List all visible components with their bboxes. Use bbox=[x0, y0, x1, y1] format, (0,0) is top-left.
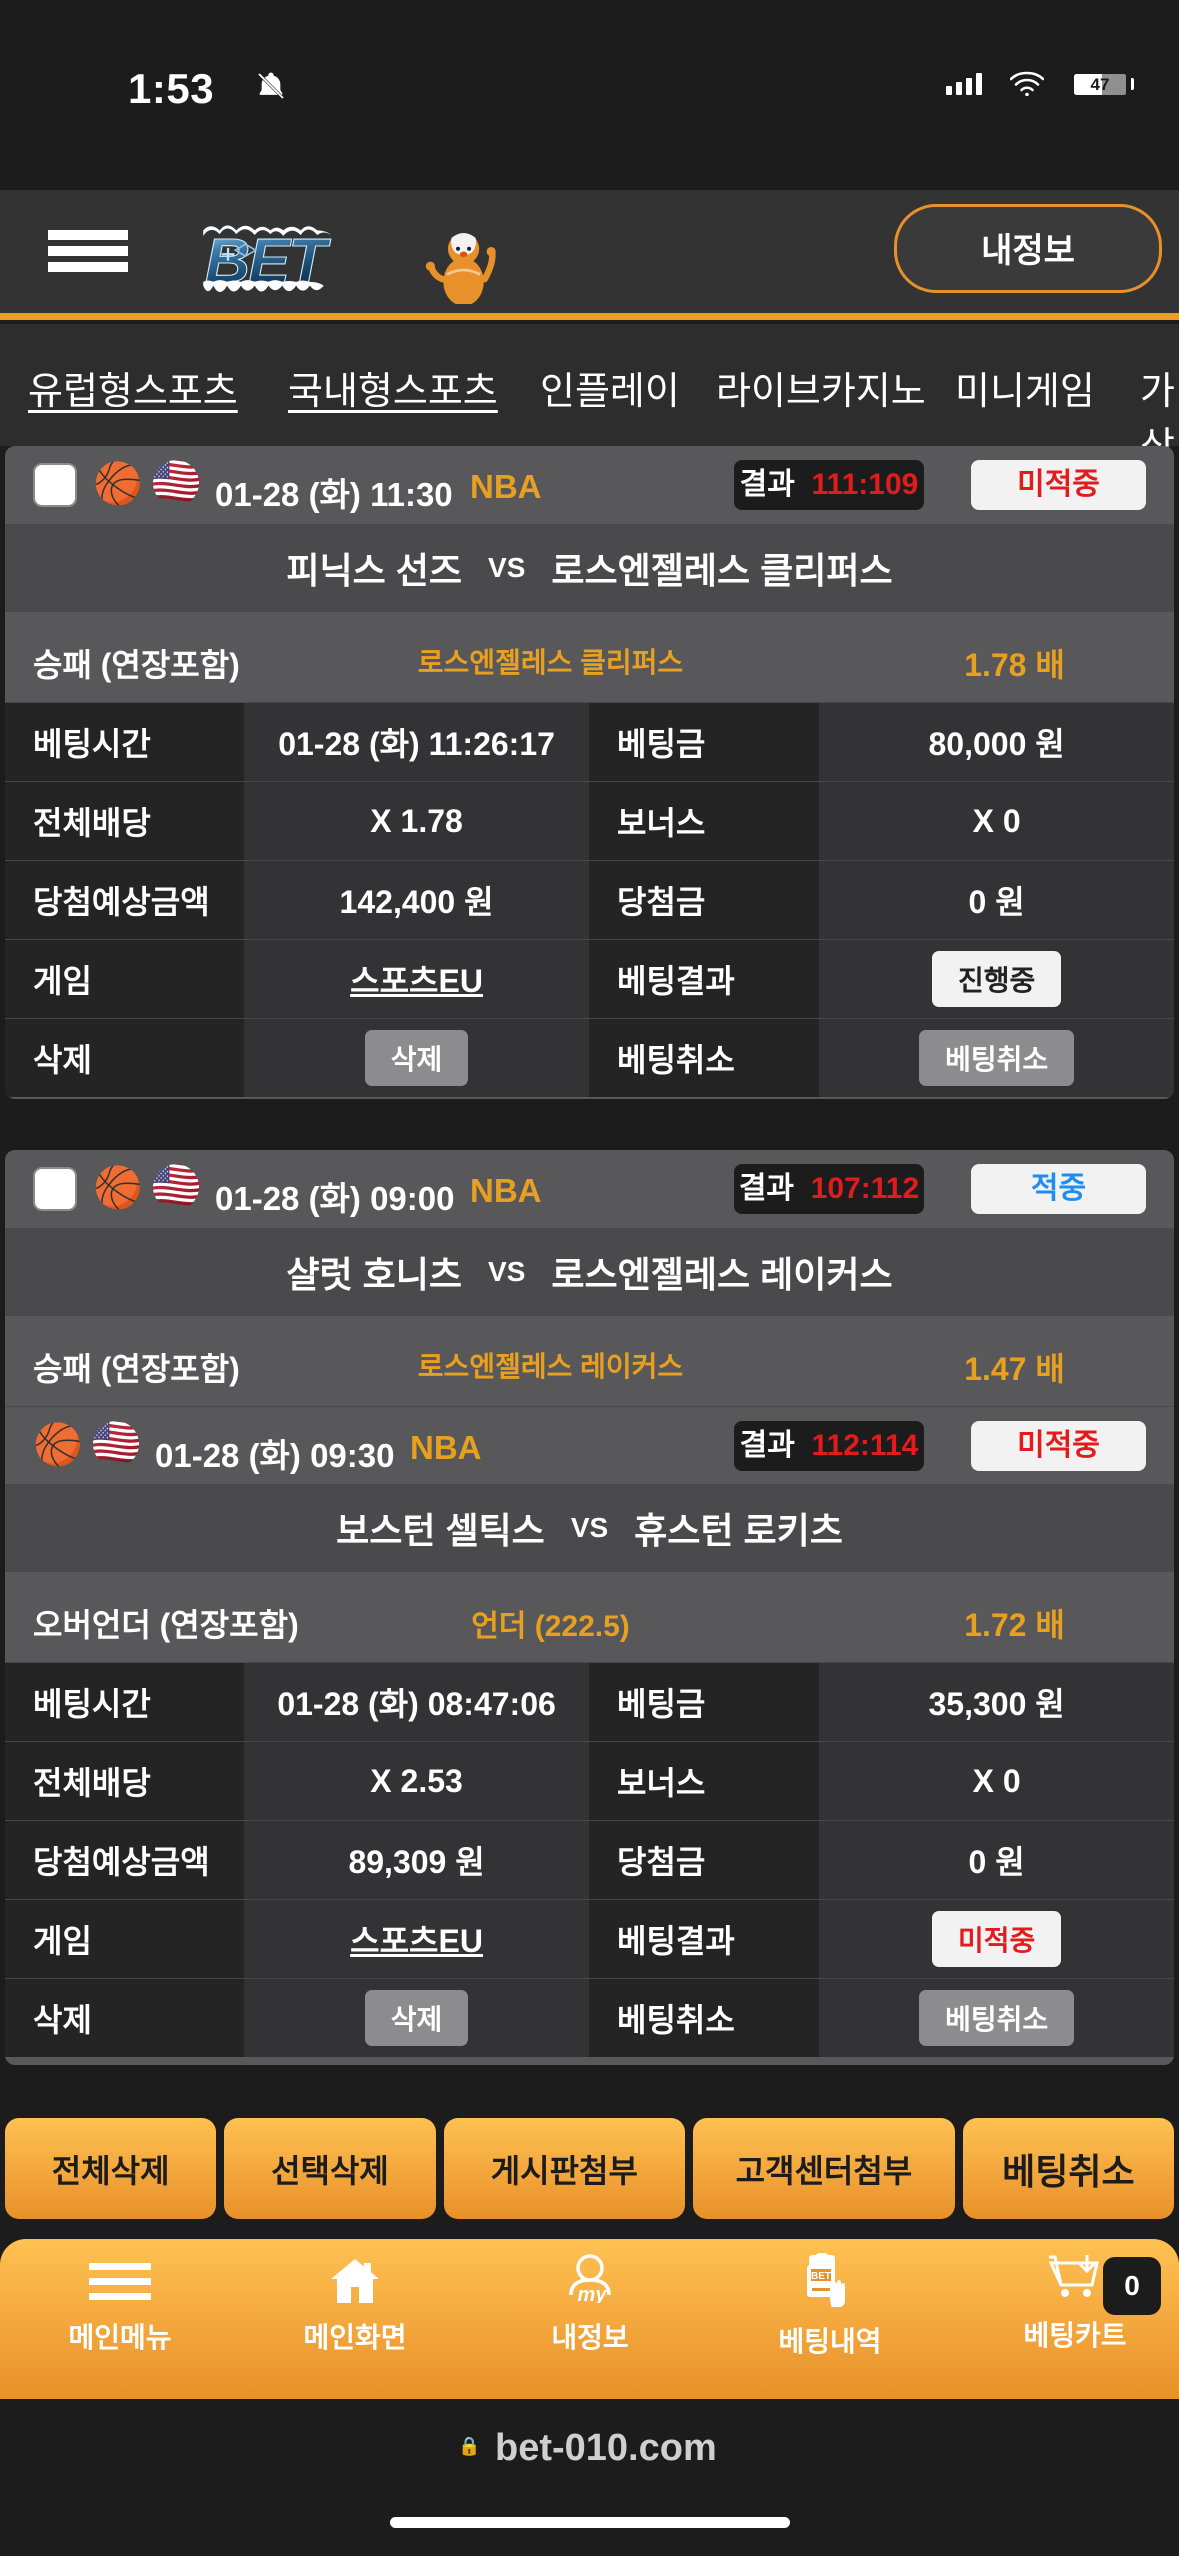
svg-text:BET: BET bbox=[811, 2271, 831, 2282]
svg-text:my: my bbox=[578, 2284, 608, 2303]
